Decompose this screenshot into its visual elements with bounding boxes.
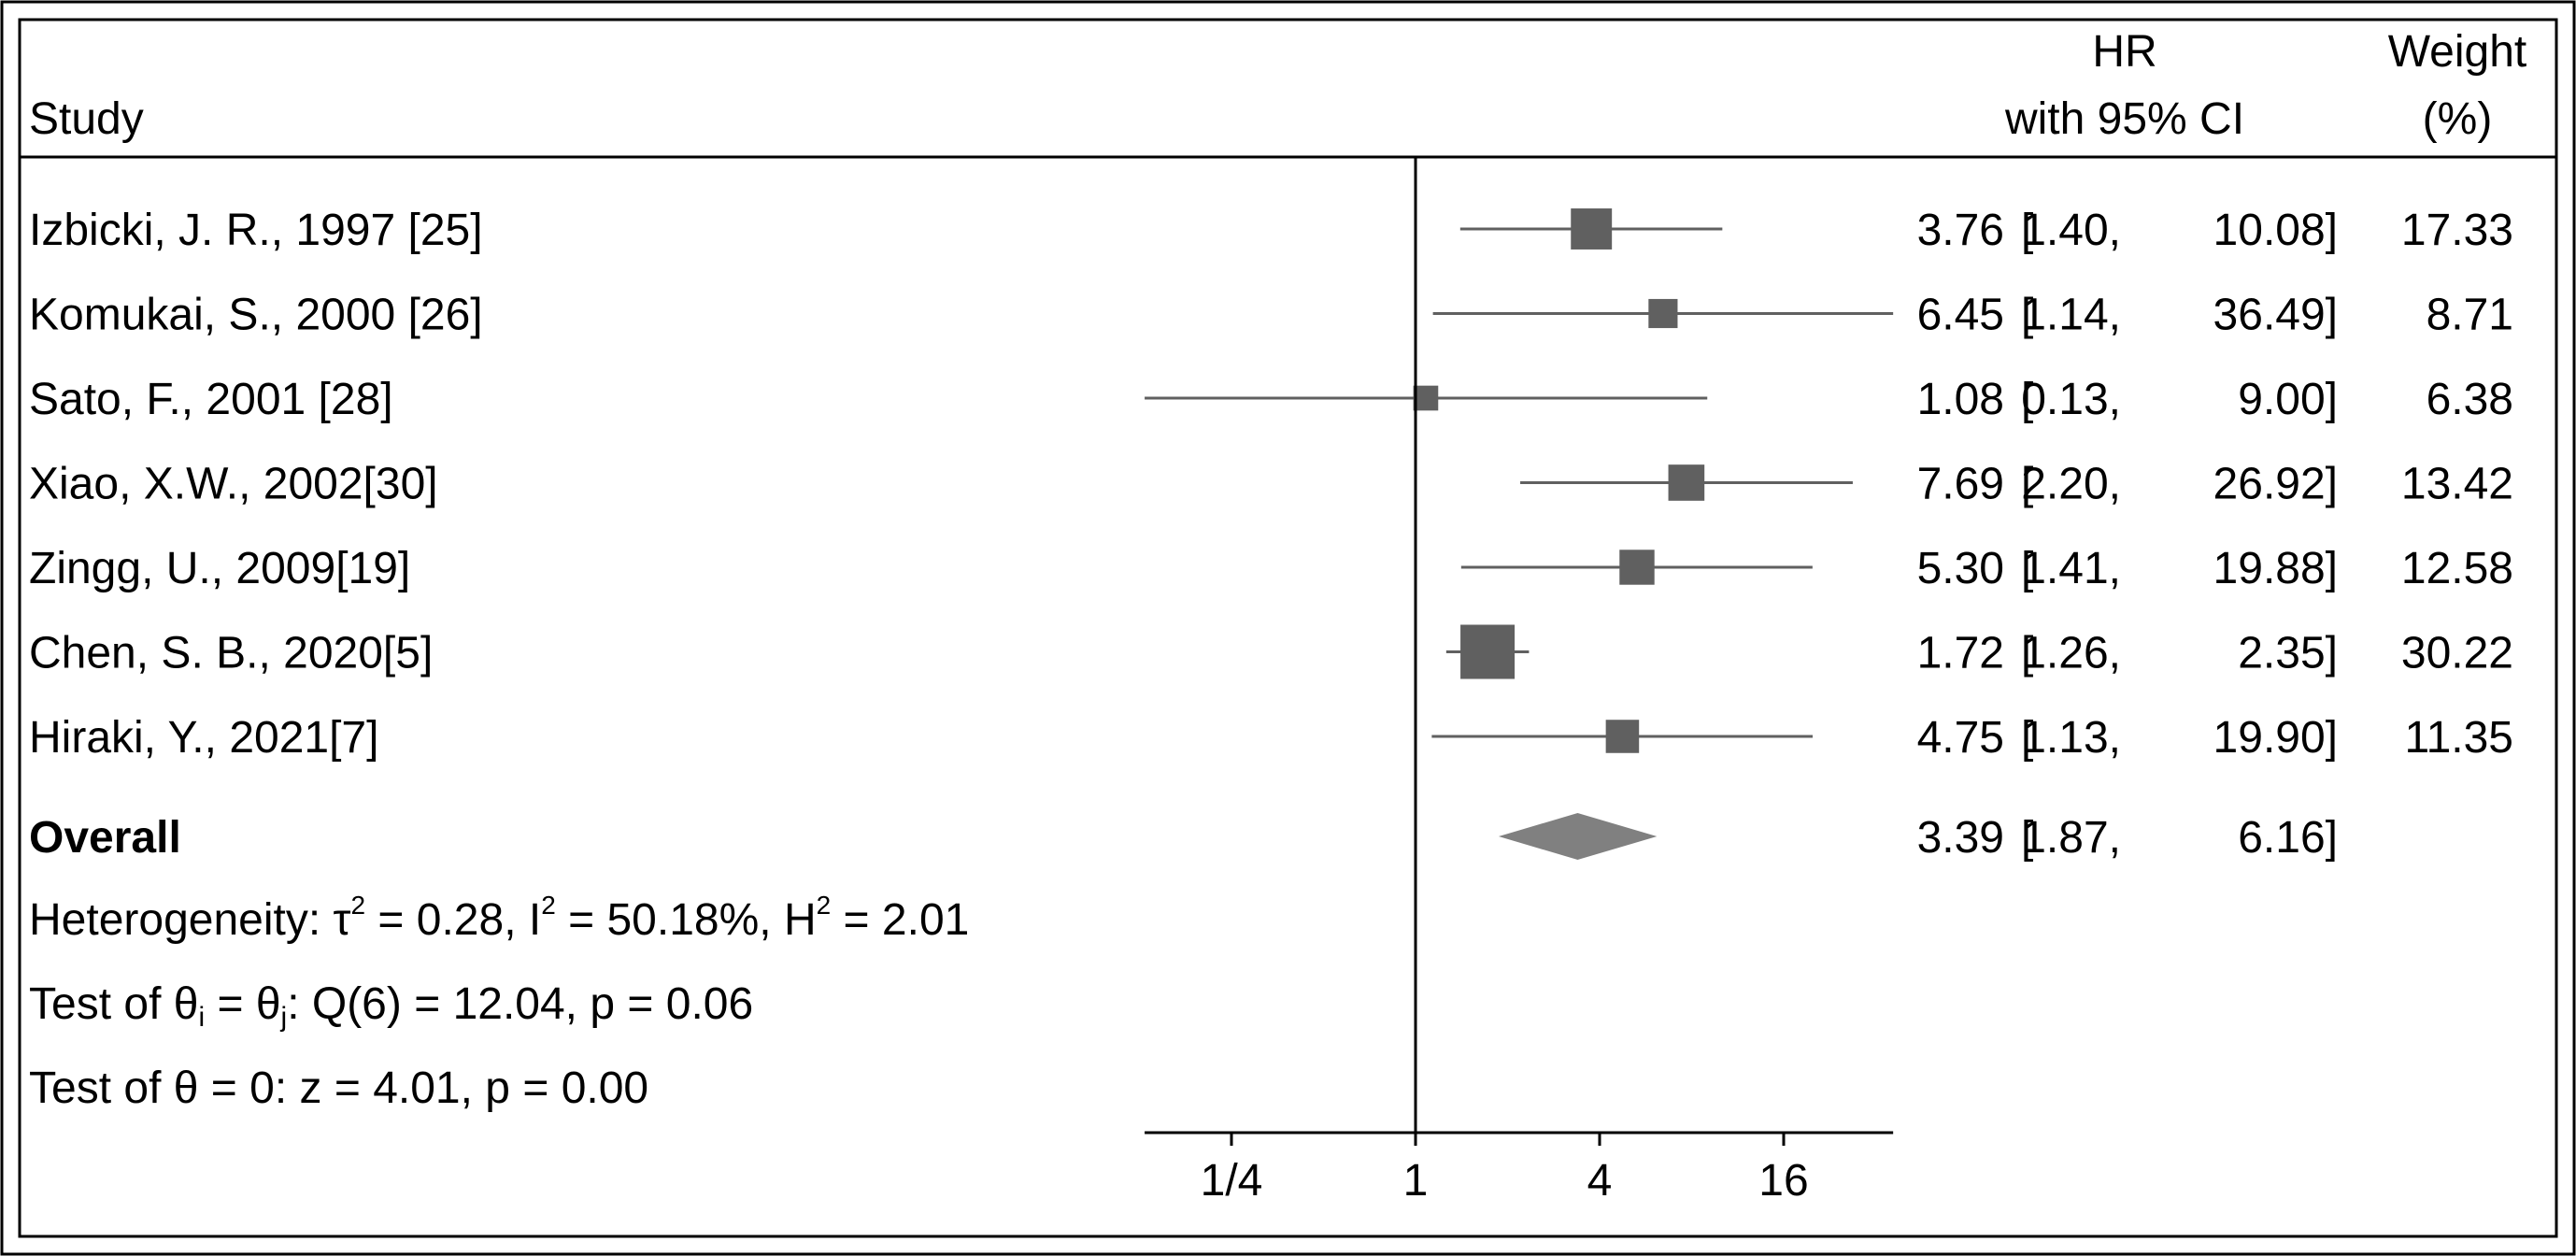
study-6-ci-upper: 19.90]: [2213, 713, 2338, 763]
study-0-ci-upper: 10.08]: [2213, 206, 2338, 255]
x-tick-label-2: 4: [1587, 1156, 1613, 1206]
study-5-bracket-open: [: [2021, 629, 2033, 678]
study-rows: Izbicki, J. R., 1997 [25] 3.76 [1.40, 10.08…: [29, 206, 2513, 863]
study-label-3: Xiao, X.W., 2002[30]: [29, 460, 438, 509]
stats-test-theta: Test of θi = θj: Q(6) = 12.04, p = 0.06: [29, 979, 753, 1033]
study-4-hr-value: 5.30: [1917, 544, 2004, 593]
study-0-hr-value: 3.76: [1917, 206, 2004, 255]
study-6-hr-value: 4.75: [1917, 713, 2004, 763]
plot-marks: [1145, 157, 1894, 1133]
study-3-weight: 13.42: [2401, 460, 2513, 509]
study-0-bracket-open: [: [2021, 206, 2033, 255]
study-5-ci-lower: 1.26,: [2021, 629, 2121, 678]
study-2-ci-upper: 9.00]: [2238, 375, 2338, 424]
x-tick-label-0: 1/4: [1201, 1156, 1263, 1206]
overall-bracket-open: [: [2021, 813, 2033, 863]
study-label-4: Zingg, U., 2009[19]: [29, 544, 410, 593]
study-5-hr-value: 1.72: [1917, 629, 2004, 678]
study-4-weight: 12.58: [2401, 544, 2513, 593]
stats-heterogeneity: Heterogeneity: τ2 = 0.28, I2 = 50.18%, H…: [29, 891, 969, 945]
header-study: Study: [29, 94, 144, 144]
study-6-bracket-open: [: [2021, 713, 2033, 763]
study-label-5: Chen, S. B., 2020[5]: [29, 629, 433, 678]
study-3-hr-value: 7.69: [1917, 460, 2004, 509]
effect-marker-2: [1413, 385, 1439, 411]
effect-marker-1: [1648, 298, 1678, 329]
overall-label: Overall: [29, 813, 181, 863]
header-effect-line2: with 95% CI: [2004, 94, 2244, 144]
overall-ci-lower: 1.87,: [2021, 813, 2121, 863]
effect-marker-0: [1571, 208, 1613, 250]
study-label-1: Komukai, S., 2000 [26]: [29, 291, 483, 340]
effect-marker-4: [1619, 550, 1655, 585]
study-3-ci-lower: 2.20,: [2021, 460, 2121, 509]
study-0-weight: 17.33: [2401, 206, 2513, 255]
overall-hr-value: 3.39: [1917, 813, 2004, 863]
x-tick-label-1: 1: [1403, 1156, 1429, 1206]
study-2-hr-value: 1.08: [1917, 375, 2004, 424]
inner-frame: [18, 18, 2558, 1238]
effect-marker-3: [1668, 464, 1705, 501]
study-4-ci-upper: 19.88]: [2213, 544, 2338, 593]
overall-ci-upper: 6.16]: [2238, 813, 2338, 863]
effect-marker-6: [1605, 720, 1640, 753]
study-5-weight: 30.22: [2401, 629, 2513, 678]
header-effect-line1: HR: [2092, 27, 2156, 77]
study-2-bracket-open: [: [2021, 375, 2033, 424]
study-3-bracket-open: [: [2021, 460, 2033, 509]
study-1-bracket-open: [: [2021, 291, 2033, 340]
study-1-hr-value: 6.45: [1917, 291, 2004, 340]
study-0-ci-lower: 1.40,: [2021, 206, 2121, 255]
study-1-ci-upper: 36.49]: [2213, 291, 2338, 340]
study-1-weight: 8.71: [2427, 291, 2513, 340]
study-6-ci-lower: 1.13,: [2021, 713, 2121, 763]
x-tick-label-3: 16: [1758, 1156, 1808, 1206]
study-1-ci-lower: 1.14,: [2021, 291, 2121, 340]
study-6-weight: 11.35: [2404, 713, 2513, 763]
x-axis: 1/4 1 4 16: [1145, 1131, 1894, 1206]
study-label-0: Izbicki, J. R., 1997 [25]: [29, 206, 483, 255]
header-weight-line1: Weight: [2388, 27, 2527, 77]
overall-diamond: [1498, 813, 1658, 860]
study-4-ci-lower: 1.41,: [2021, 544, 2121, 593]
header-weight-line2: (%): [2423, 94, 2493, 144]
study-label-2: Sato, F., 2001 [28]: [29, 375, 393, 424]
study-3-ci-upper: 26.92]: [2213, 460, 2338, 509]
study-5-ci-upper: 2.35]: [2238, 629, 2338, 678]
study-4-bracket-open: [: [2021, 544, 2033, 593]
study-2-weight: 6.38: [2427, 375, 2513, 424]
effect-marker-5: [1460, 624, 1516, 679]
study-2-ci-lower: 0.13,: [2021, 375, 2121, 424]
study-label-6: Hiraki, Y., 2021[7]: [29, 713, 378, 763]
stats-test-zero: Test of θ = 0: z = 4.01, p = 0.00: [29, 1063, 648, 1113]
